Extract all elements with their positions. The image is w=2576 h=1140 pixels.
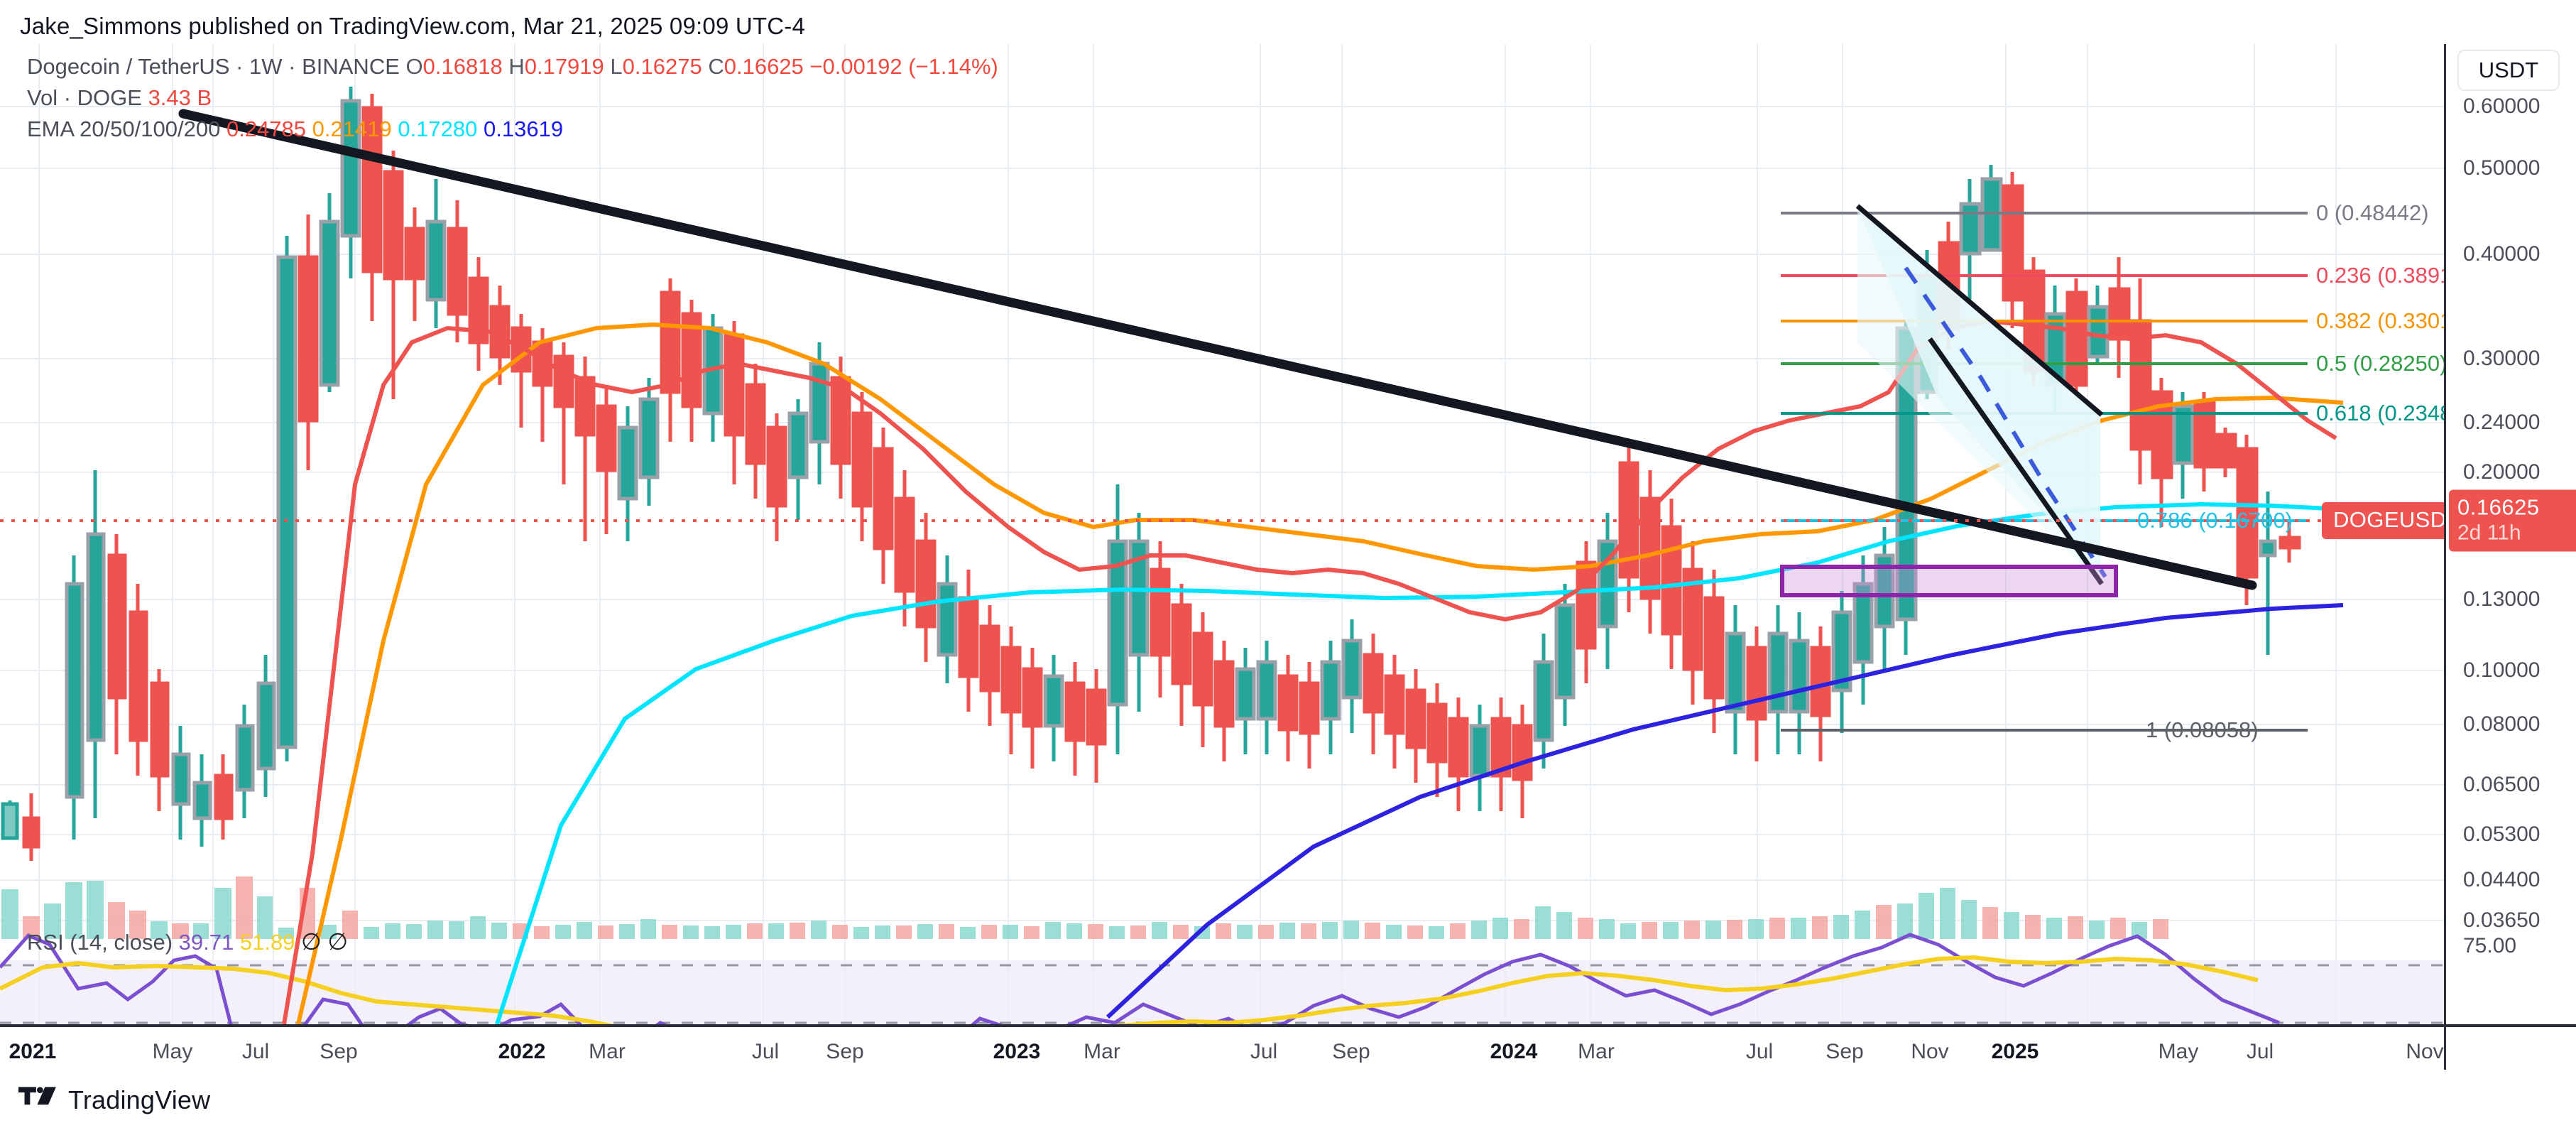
- support-zone-box: [1780, 565, 2118, 597]
- price-tick-5: 0.20000: [2463, 460, 2540, 484]
- price-tick-4: 0.24000: [2463, 411, 2540, 434]
- ema-50-line: [296, 322, 2344, 1024]
- fib-label-500: 0.5 (0.28250): [2316, 351, 2444, 376]
- fib-label-382: 0.382 (0.33015): [2316, 308, 2444, 333]
- price-plot-area[interactable]: Dogecoin / TetherUS · 1W · BINANCE O0.16…: [0, 44, 2444, 1024]
- time-label-11: Sep: [1332, 1040, 1370, 1063]
- footer-branding: TradingView: [18, 1085, 210, 1115]
- publisher-byline: Jake_Simmons published on TradingView.co…: [20, 13, 806, 39]
- fib-label-0: 0 (0.48442): [2316, 200, 2429, 225]
- tradingview-logo-icon: [18, 1087, 56, 1105]
- candlestick-series: [1, 87, 2301, 861]
- descending-channel: [1855, 204, 2107, 586]
- current-price-value: 0.16625: [2457, 494, 2540, 520]
- ema-200-line: [1106, 603, 2344, 1019]
- time-label-3: Sep: [320, 1040, 358, 1063]
- time-label-7: Sep: [826, 1040, 864, 1063]
- time-label-20: Nov: [2406, 1040, 2444, 1063]
- currency-unit-badge: USDT: [2457, 50, 2560, 91]
- time-label-1: May: [152, 1040, 193, 1063]
- price-scale[interactable]: USDT 0.60000 0.50000 0.40000 0.30000 0.2…: [2444, 44, 2576, 1068]
- fib-label-236: 0.236 (0.38911): [2316, 263, 2444, 288]
- time-label-6: Jul: [751, 1040, 780, 1063]
- price-tick-3: 0.30000: [2463, 347, 2540, 370]
- time-label-19: Jul: [2246, 1040, 2274, 1063]
- fib-label-1: 1 (0.08058): [2146, 717, 2259, 742]
- tradingview-wordmark: TradingView: [68, 1085, 211, 1114]
- time-label-16: Nov: [1911, 1040, 1949, 1063]
- chart-container[interactable]: Dogecoin / TetherUS · 1W · BINANCE O0.16…: [0, 44, 2576, 1070]
- channel-upper-line: [1855, 204, 2104, 417]
- axis-corner: [2444, 1024, 2576, 1070]
- symbol-price-flag: DOGEUSDT: [2322, 502, 2444, 539]
- time-label-15: Sep: [1825, 1040, 1864, 1063]
- fib-label-786: 0.786 (0.16700): [2137, 508, 2293, 533]
- price-tick-2: 0.40000: [2463, 242, 2540, 266]
- fib-label-618: 0.618 (0.23485): [2316, 401, 2444, 425]
- current-price-tag: 0.16625 2d 11h: [2449, 489, 2576, 552]
- time-axis[interactable]: 2021 May Jul Sep 2022 Mar Jul Sep 2023 M…: [0, 1024, 2444, 1070]
- time-label-12: 2024: [1490, 1040, 1538, 1063]
- time-label-14: Jul: [1745, 1040, 1774, 1063]
- rsi-panel: [0, 933, 2444, 1024]
- price-tick-9: 0.06500: [2463, 773, 2540, 796]
- price-tick-11: 0.04400: [2463, 868, 2540, 891]
- rsi-tick-upper: 75.00: [2463, 934, 2517, 957]
- chart-canvas: [0, 44, 2444, 1024]
- price-tick-7: 0.10000: [2463, 658, 2540, 682]
- bar-countdown: 2d 11h: [2457, 521, 2521, 545]
- time-label-9: Mar: [1084, 1040, 1120, 1063]
- price-tick-10: 0.05300: [2463, 823, 2540, 846]
- rsi-ma-line: [0, 955, 2259, 1024]
- time-label-18: May: [2158, 1040, 2199, 1063]
- time-label-4: 2022: [498, 1040, 546, 1063]
- time-label-10: Jul: [1250, 1040, 1278, 1063]
- price-tick-0: 0.60000: [2463, 94, 2540, 118]
- time-label-5: Mar: [589, 1040, 626, 1063]
- price-tick-12: 0.03650: [2463, 908, 2540, 932]
- price-tick-1: 0.50000: [2463, 156, 2540, 180]
- rsi-line: [0, 933, 2280, 1024]
- volume-histogram: [1, 876, 2168, 939]
- time-label-2: Jul: [241, 1040, 270, 1063]
- time-label-0: 2021: [9, 1040, 57, 1063]
- channel-midline-dashed: [1904, 266, 2107, 578]
- price-tick-8: 0.08000: [2463, 712, 2540, 736]
- time-label-13: Mar: [1578, 1040, 1615, 1063]
- main-trendline: [178, 109, 2257, 590]
- price-tick-6: 0.13000: [2463, 587, 2540, 611]
- time-label-17: 2025: [1991, 1040, 2039, 1063]
- time-label-8: 2023: [993, 1040, 1041, 1063]
